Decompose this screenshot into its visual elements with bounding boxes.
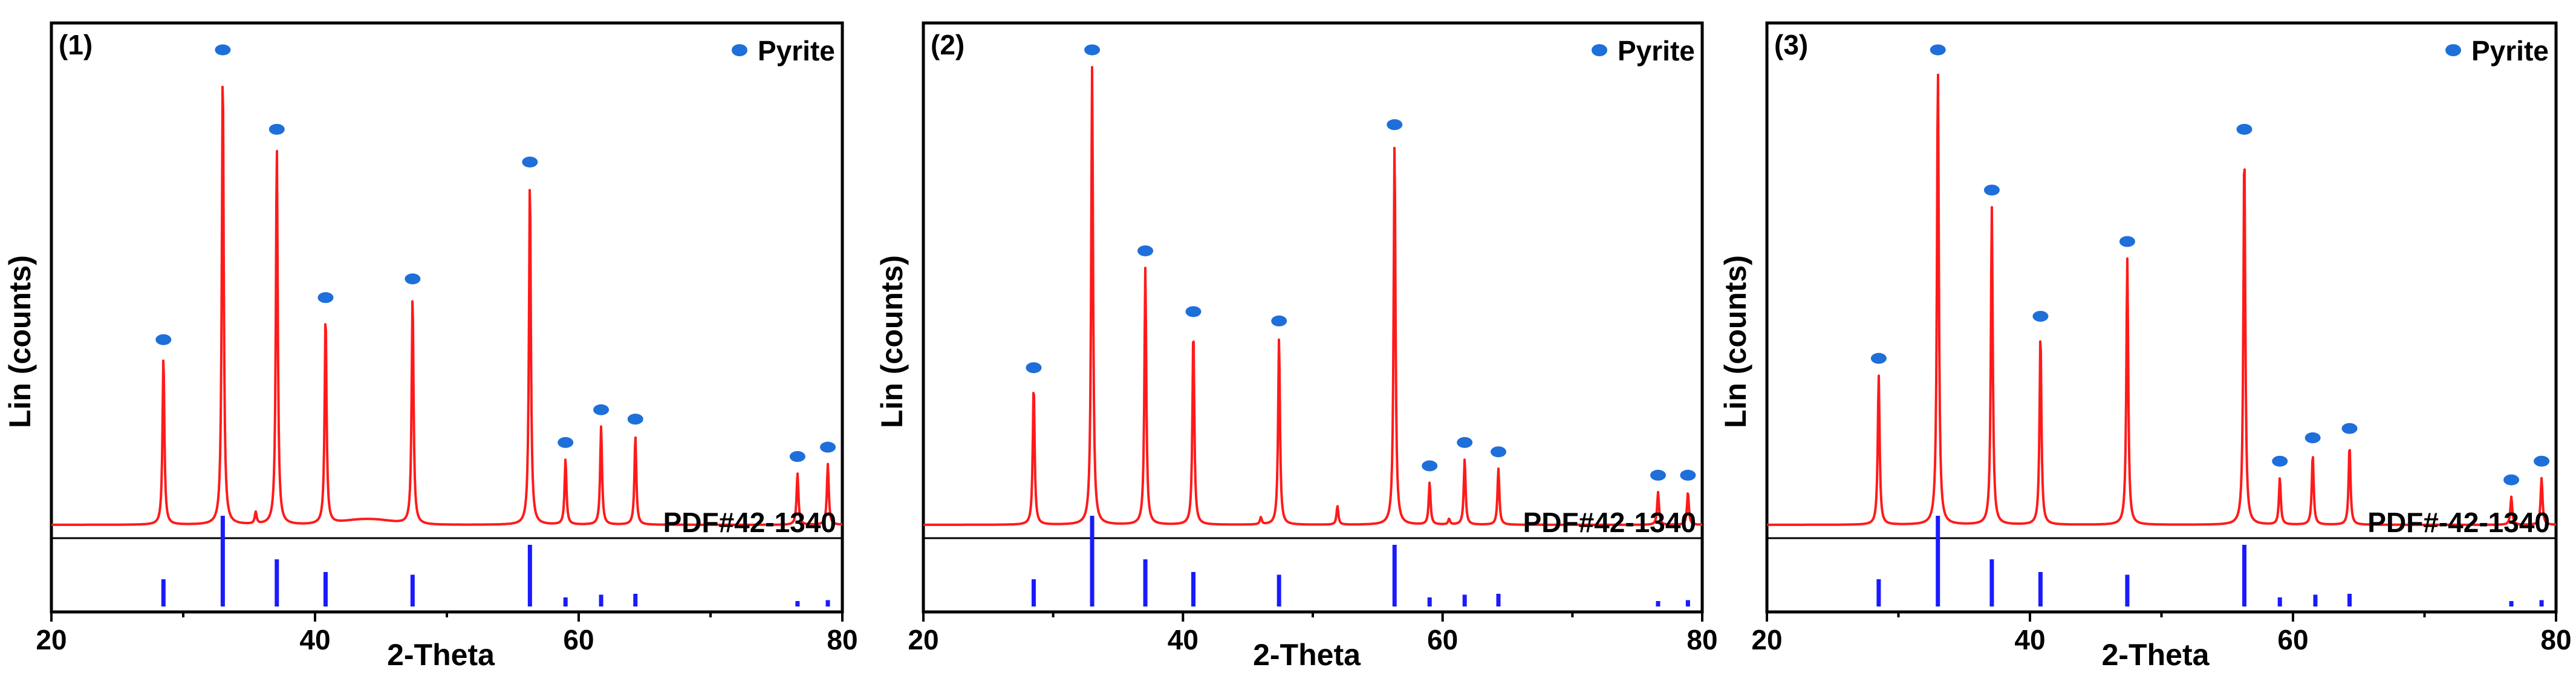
pyrite-peak-marker bbox=[558, 437, 574, 448]
pyrite-peak-marker bbox=[215, 44, 231, 56]
x-tick-label: 60 bbox=[2277, 624, 2308, 655]
panel-label: (2) bbox=[931, 29, 964, 60]
x-tick-label: 20 bbox=[36, 624, 67, 655]
pyrite-peak-marker bbox=[2236, 123, 2252, 135]
panel-label: (3) bbox=[1774, 29, 1808, 60]
legend-label: Pyrite bbox=[2471, 35, 2549, 67]
reference-card-label: PDF#-42-1340 bbox=[2367, 507, 2550, 538]
pyrite-peak-marker bbox=[820, 441, 836, 453]
pyrite-peak-marker bbox=[2341, 423, 2358, 434]
x-tick-label: 40 bbox=[1168, 624, 1199, 655]
legend-label: Pyrite bbox=[1618, 35, 1695, 67]
x-tick-label: 60 bbox=[563, 624, 594, 655]
pyrite-peak-marker bbox=[155, 334, 172, 345]
x-axis-title: 2-Theta bbox=[2102, 638, 2210, 672]
pyrite-peak-marker bbox=[1650, 469, 1667, 481]
x-tick-label: 40 bbox=[2014, 624, 2045, 655]
pyrite-peak-marker bbox=[268, 123, 285, 135]
y-axis-title: Lin (counts) bbox=[3, 255, 37, 428]
pyrite-peak-marker bbox=[1680, 469, 1696, 481]
reference-card-label: PDF#42-1340 bbox=[663, 507, 836, 538]
pyrite-peak-marker bbox=[317, 292, 334, 304]
pyrite-peak-marker bbox=[1026, 362, 1042, 374]
pyrite-peak-marker bbox=[627, 414, 643, 425]
pyrite-peak-marker bbox=[2503, 474, 2520, 486]
panel-label: (1) bbox=[59, 29, 93, 60]
pyrite-peak-marker bbox=[1084, 44, 1101, 56]
pyrite-peak-marker bbox=[2272, 455, 2288, 467]
pyrite-peak-marker bbox=[1185, 306, 1202, 317]
reference-card-label: PDF#42-1340 bbox=[1523, 507, 1696, 538]
x-axis-title: 2-Theta bbox=[387, 638, 495, 672]
x-tick-label: 80 bbox=[1686, 624, 1717, 655]
pyrite-peak-marker bbox=[1983, 184, 2000, 196]
xrd-pattern-line bbox=[51, 85, 843, 526]
pyrite-peak-marker bbox=[2032, 311, 2049, 322]
x-tick-label: 20 bbox=[1751, 624, 1782, 655]
pyrite-peak-marker bbox=[522, 156, 538, 167]
pyrite-peak-marker bbox=[1271, 315, 1287, 327]
panel-2: 20 40 60 80 2-Theta Lin (counts) (2) Pyrite PDF#… bbox=[875, 21, 1718, 672]
pyrite-peak-marker bbox=[1137, 245, 1154, 256]
x-tick-label: 20 bbox=[908, 624, 938, 655]
x-tick-label: 80 bbox=[2540, 624, 2571, 655]
pyrite-peak-marker bbox=[405, 273, 421, 285]
x-axis-title: 2-Theta bbox=[1253, 638, 1361, 672]
x-tick-label: 40 bbox=[299, 624, 330, 655]
xrd-pattern-line bbox=[1766, 73, 2557, 526]
pyrite-peak-marker bbox=[2304, 432, 2321, 444]
xrd-pattern-line bbox=[923, 66, 1703, 526]
pyrite-peak-marker bbox=[1490, 446, 1506, 458]
pyrite-peak-marker bbox=[1457, 437, 1473, 448]
y-axis-title: Lin (counts) bbox=[1719, 255, 1752, 428]
pyrite-legend-marker bbox=[732, 44, 747, 56]
pyrite-peak-marker bbox=[1930, 44, 1946, 56]
pyrite-peak-marker bbox=[1422, 460, 1438, 472]
pyrite-peak-marker bbox=[593, 404, 610, 415]
x-tick-label: 80 bbox=[827, 624, 857, 655]
pyrite-peak-marker bbox=[2119, 236, 2135, 247]
pyrite-legend-marker bbox=[1592, 44, 1607, 56]
pyrite-peak-marker bbox=[1387, 119, 1403, 131]
pyrite-peak-marker bbox=[789, 450, 805, 462]
pyrite-legend-marker bbox=[2445, 44, 2461, 56]
pyrite-peak-marker bbox=[1870, 353, 1887, 364]
x-tick-label: 60 bbox=[1427, 624, 1458, 655]
pyrite-peak-marker bbox=[2534, 455, 2550, 467]
panel-1: 20 40 60 80 2-Theta Lin (counts) (1) Pyrite PDF#… bbox=[3, 21, 858, 672]
legend-label: Pyrite bbox=[758, 35, 835, 67]
panel-3: 20 40 60 80 2-Theta Lin (counts) (3) Pyrite PDF#… bbox=[1719, 21, 2572, 672]
y-axis-title: Lin (counts) bbox=[875, 255, 909, 428]
